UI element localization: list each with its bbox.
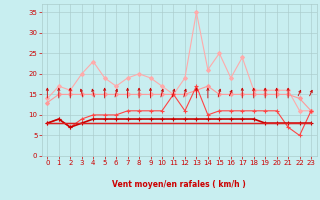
X-axis label: Vent moyen/en rafales ( km/h ): Vent moyen/en rafales ( km/h ) bbox=[112, 180, 246, 189]
